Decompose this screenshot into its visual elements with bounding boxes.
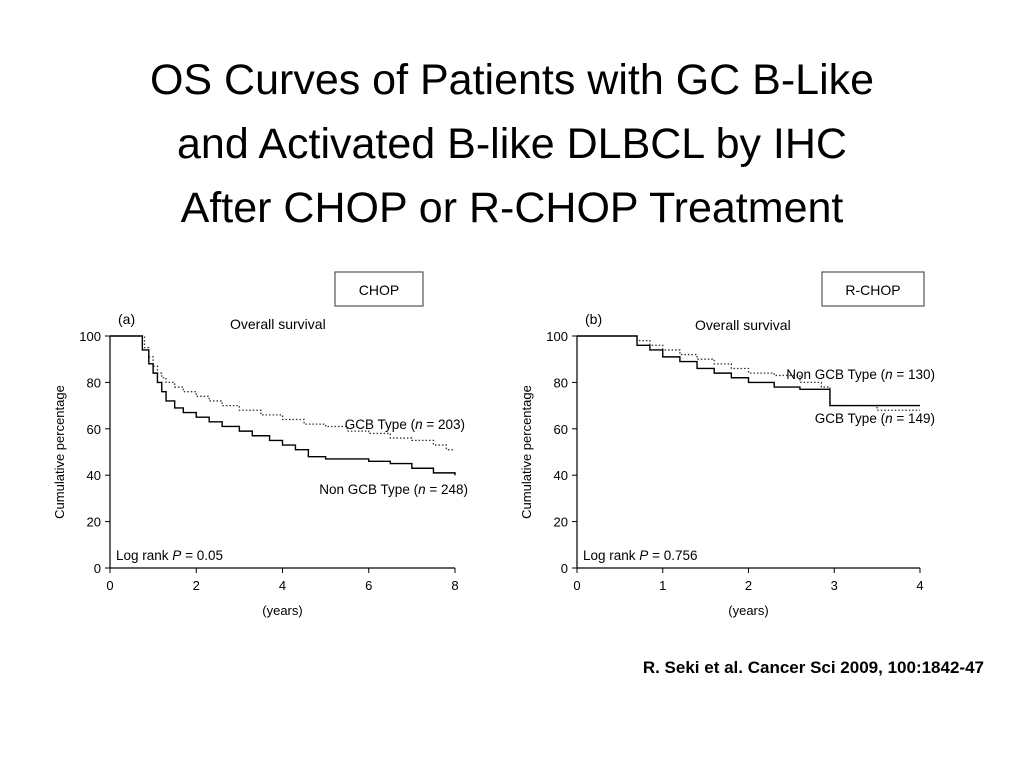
treatment-box <box>821 271 925 307</box>
x-axis-label: (years) <box>728 603 768 618</box>
x-axis-label: (years) <box>262 603 302 618</box>
series-label-1: GCB Type (n = 203) <box>345 417 465 432</box>
series-line-2 <box>577 335 920 407</box>
y-tick-label: 100 <box>79 329 101 344</box>
x-tick-label: 6 <box>365 578 372 593</box>
citation: R. Seki et al. Cancer Sci 2009, 100:1842… <box>642 658 984 677</box>
chart-svg-b: R-CHOP (b) Overall survival 0 20 40 60 80 100 0 1 2… <box>519 271 935 618</box>
panel-label: (a) <box>118 311 135 327</box>
treatment-label: R-CHOP <box>845 282 900 298</box>
title-line-1: OS Curves of Patients with GC B-Like <box>149 56 875 104</box>
x-tick-label: 4 <box>279 578 286 593</box>
y-tick-label: 40 <box>87 468 101 483</box>
x-tick-label: 2 <box>193 578 200 593</box>
treatment-box <box>334 271 424 307</box>
chart-title: Overall survival <box>230 316 326 332</box>
series-label-2: Non GCB Type (n = 248) <box>319 482 468 497</box>
chart-svg-a: CHOP (a) Overall survival 0 20 40 60 80 100 0 2 4 6 8… <box>52 271 468 618</box>
title-line-2: and Activated B-like DLBCL by IHC <box>177 120 847 168</box>
x-tick-label: 0 <box>106 578 113 593</box>
x-tick-label: 1 <box>659 578 666 593</box>
x-tick-label: 2 <box>745 578 752 593</box>
chart-title: Overall survival <box>695 317 791 333</box>
y-tick-label: 40 <box>554 468 568 483</box>
chart-panel-b: R-CHOP (b) Overall survival 0 20 40 60 80 100 0 1 2… <box>505 268 945 628</box>
slide-title: OS Curves of Patients with GC B-Like and… <box>0 48 1024 240</box>
y-tick-label: 60 <box>554 422 568 437</box>
log-rank-annotation: Log rank P = 0.05 <box>116 548 223 563</box>
x-tick-label: 8 <box>451 578 458 593</box>
y-tick-label: 20 <box>87 515 101 530</box>
y-tick-label: 80 <box>87 375 101 390</box>
series-label-2: GCB Type (n = 149) <box>815 411 935 426</box>
title-line-3: After CHOP or R-CHOP Treatment <box>180 184 844 232</box>
y-tick-label: 20 <box>554 515 568 530</box>
series-label-1: Non GCB Type (n = 130) <box>786 367 935 382</box>
series-line-2 <box>110 335 456 476</box>
y-tick-label: 0 <box>561 561 568 576</box>
y-tick-label: 80 <box>554 375 568 390</box>
y-tick-label: 0 <box>94 561 101 576</box>
series-line-1 <box>110 335 455 451</box>
series-line-1 <box>577 335 920 411</box>
y-axis-label: Cumulative percentage <box>52 385 67 519</box>
y-axis-label: Cumulative percentage <box>519 385 534 519</box>
x-tick-label: 3 <box>831 578 838 593</box>
x-tick-label: 0 <box>573 578 580 593</box>
panel-label: (b) <box>585 311 602 327</box>
chart-panel-a: CHOP (a) Overall survival 0 20 40 60 80 100 0 2 4 6 8… <box>40 268 480 628</box>
x-tick-label: 4 <box>916 578 923 593</box>
log-rank-annotation: Log rank P = 0.756 <box>583 548 697 563</box>
y-tick-label: 100 <box>546 329 568 344</box>
treatment-label: CHOP <box>359 282 399 298</box>
y-tick-label: 60 <box>87 422 101 437</box>
